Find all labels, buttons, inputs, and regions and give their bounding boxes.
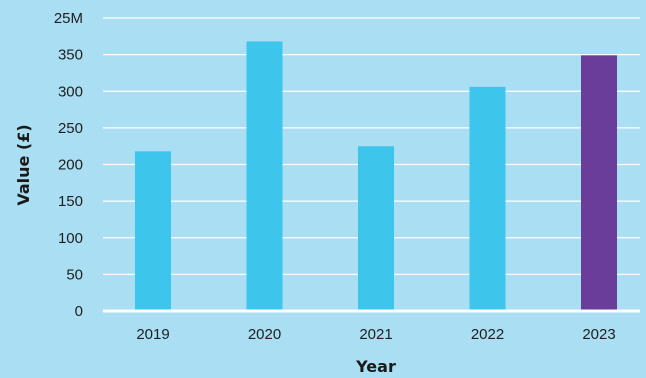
x-tick-label: 2022	[471, 326, 504, 343]
y-tick-label: 350	[58, 47, 83, 64]
y-tick-label: 100	[58, 230, 83, 247]
bar-2020	[246, 41, 283, 311]
bar-2022	[469, 86, 506, 311]
y-tick-label: 300	[58, 83, 83, 100]
x-axis-ticks: 2019 2020 2021 2022 2023	[136, 326, 615, 343]
y-axis-title: Value (£)	[14, 124, 33, 205]
bar-2021	[358, 146, 394, 311]
y-tick-label: 150	[58, 193, 83, 210]
x-axis-title: Year	[355, 357, 396, 376]
x-tick-label: 2019	[136, 326, 169, 343]
y-tick-label: 200	[58, 157, 83, 174]
y-tick-label: 0	[75, 303, 83, 320]
bar-2023	[581, 55, 617, 311]
bar-2019	[135, 151, 171, 311]
y-axis-ticks: 0 50 100 150 200 250 300 350 25M	[54, 10, 83, 320]
y-tick-label: 50	[66, 266, 83, 283]
y-tick-label: 250	[58, 120, 83, 137]
x-tick-label: 2020	[248, 326, 281, 343]
y-tick-label: 25M	[54, 10, 83, 27]
bars	[135, 41, 617, 311]
x-tick-label: 2023	[582, 326, 615, 343]
x-tick-label: 2021	[359, 326, 392, 343]
